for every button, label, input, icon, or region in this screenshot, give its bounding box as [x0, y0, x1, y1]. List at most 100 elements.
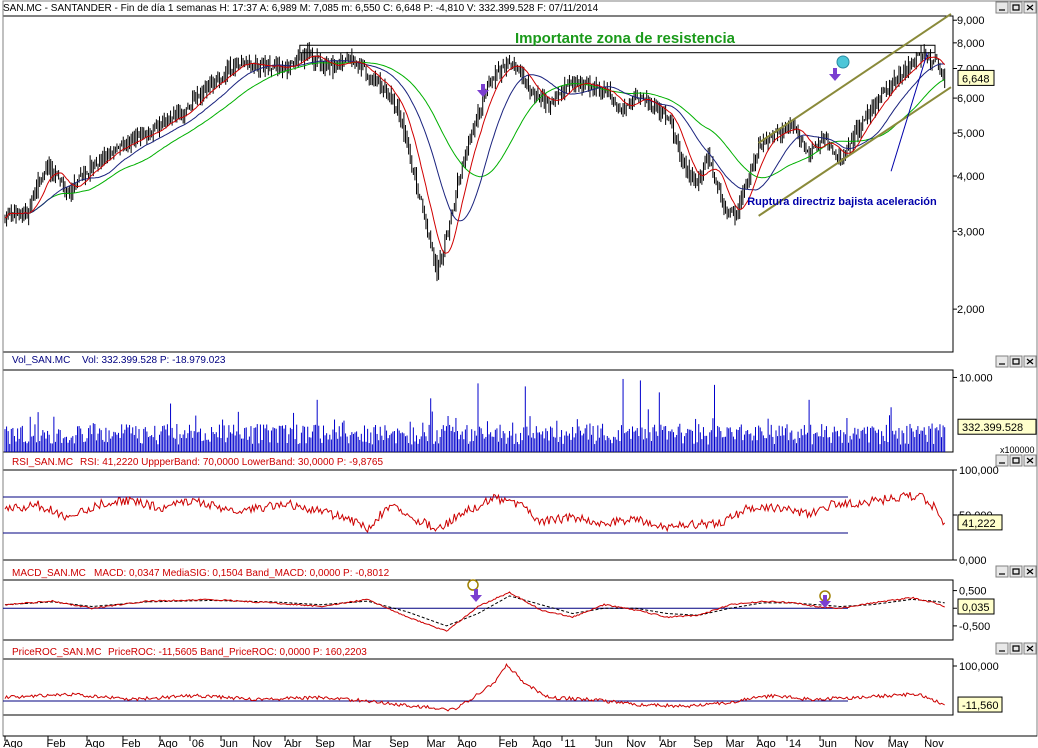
ma-fast-line [4, 55, 946, 254]
last-value-labels: 6,648 332.399.528 41,222 0,035 -11,560 [957, 69, 1037, 713]
close-icon[interactable] [1023, 565, 1037, 578]
x-axis-label: Ago [3, 738, 23, 748]
x-axis-label: Ago [756, 738, 776, 748]
minimize-icon-frame[interactable] [995, 565, 1009, 578]
ma-slow-line [4, 61, 945, 219]
minimize-icon[interactable] [995, 355, 1009, 368]
volume-bars [4, 378, 946, 452]
maximize-icon-frame[interactable] [1009, 1, 1023, 14]
volume-last-value-box [957, 418, 1037, 435]
x-axis-label: Mar [726, 738, 745, 748]
maximize-icon-glyph[interactable] [1012, 568, 1020, 575]
price-axis-label: 8,000 [957, 38, 985, 50]
x-axis-label: Abr [284, 738, 301, 748]
minimize-icon[interactable] [995, 454, 1009, 467]
price-axis-label: 5,000 [957, 128, 985, 140]
maximize-icon[interactable] [1009, 565, 1023, 578]
x-axis-label: Nov [924, 738, 944, 748]
price-axis-label: 9,000 [957, 15, 985, 27]
price-panel-header: SAN.MC - SANTANDER - Fin de día 1 semana… [3, 3, 599, 14]
close-icon[interactable] [1023, 1, 1037, 14]
x-axis-label: Mar [427, 738, 446, 748]
volume-axis-label: 10.000 [959, 372, 993, 384]
breakout-annotation: Ruptura directriz bajista aceleración [747, 196, 937, 208]
price-axis-label: 6,000 [957, 93, 985, 105]
minimize-icon-frame[interactable] [995, 355, 1009, 368]
macd-peak-circle [467, 579, 479, 591]
macd-panel-name: MACD_SAN.MC [12, 568, 86, 579]
x-axis-label: Nov [626, 738, 646, 748]
close-icon[interactable] [1023, 355, 1037, 368]
price-axis-label: 2,000 [957, 304, 985, 316]
minimize-icon[interactable] [995, 642, 1009, 655]
x-axis-label: Jun [220, 738, 238, 748]
panel-window-controls[interactable] [995, 1, 1037, 655]
price-axis-label: 4,000 [957, 171, 985, 183]
volume-panel-values: Vol: 332.399.528 P: -18.979.023 [82, 355, 226, 366]
x-axis-label: Sep [315, 738, 335, 748]
minimize-icon[interactable] [995, 1, 1009, 14]
maximize-icon-glyph[interactable] [1012, 358, 1020, 365]
close-icon-glyph[interactable] [1026, 4, 1034, 11]
close-icon-glyph[interactable] [1026, 568, 1034, 575]
macd-last-value-text: 0,035 [962, 602, 990, 614]
maximize-icon-glyph[interactable] [1012, 4, 1020, 11]
macd-last-value-box [957, 598, 995, 615]
maximize-icon-frame[interactable] [1009, 642, 1023, 655]
down-arrow-icon [819, 595, 831, 608]
maximize-icon[interactable] [1009, 642, 1023, 655]
close-icon[interactable] [1023, 642, 1037, 655]
x-axis-label: Ago [532, 738, 552, 748]
close-icon[interactable] [1023, 454, 1037, 467]
roc-last-value-box [957, 696, 1003, 713]
minimize-icon-frame[interactable] [995, 642, 1009, 655]
macd-panel: MACD_SAN.MC MACD: 0,0347 MediaSIG: 0,150… [3, 568, 945, 632]
x-axis-label: Ago [457, 738, 477, 748]
x-axis-label: Ago [158, 738, 178, 748]
close-icon-glyph[interactable] [1026, 457, 1034, 464]
maximize-icon-glyph[interactable] [1012, 645, 1020, 652]
roc-panel: PriceROC_SAN.MC PriceROC: -11,5605 Band_… [3, 647, 945, 712]
x-axis-label: 11 [564, 738, 575, 748]
rsi-axis-label: 100,000 [959, 465, 999, 477]
x-axis-label: Sep [389, 738, 409, 748]
down-arrow-icon [477, 84, 489, 97]
maximize-icon-glyph[interactable] [1012, 457, 1020, 464]
rsi-axis-label: 0,000 [959, 555, 987, 567]
resistance-zone [299, 44, 936, 54]
maximize-icon[interactable] [1009, 355, 1023, 368]
roc-last-value-text: -11,560 [962, 700, 999, 712]
price-panel: SAN.MC - SANTANDER - Fin de día 1 semana… [3, 3, 952, 282]
x-axis-label: May [888, 738, 909, 748]
x-axis-label: Ago [85, 738, 105, 748]
macd-line [4, 591, 945, 632]
minimize-icon[interactable] [995, 565, 1009, 578]
breakout-pointer-line [890, 52, 928, 172]
maximize-icon-frame[interactable] [1009, 454, 1023, 467]
x-axis-label: Jun [595, 738, 613, 748]
volume-panel: Vol_SAN.MC Vol: 332.399.528 P: -18.979.0… [4, 355, 946, 452]
minimize-icon-frame[interactable] [995, 454, 1009, 467]
maximize-icon[interactable] [1009, 1, 1023, 14]
roc-panel-values: PriceROC: -11,5605 Band_PriceROC: 0,0000… [108, 647, 367, 658]
maximize-icon-frame[interactable] [1009, 565, 1023, 578]
rsi-panel: RSI_SAN.MC RSI: 41,2220 UppperBand: 70,0… [3, 457, 946, 534]
channel-upper-line [758, 13, 952, 144]
minimize-icon-frame[interactable] [995, 1, 1009, 14]
maximize-icon[interactable] [1009, 454, 1023, 467]
close-icon-glyph[interactable] [1026, 358, 1034, 365]
rsi-line [4, 491, 946, 533]
rsi-panel-name: RSI_SAN.MC [12, 457, 73, 468]
roc-line [4, 662, 945, 712]
x-axis-label: Jun [819, 738, 837, 748]
volume-last-value-text: 332.399.528 [962, 422, 1023, 434]
x-axis-label: Abr [659, 738, 676, 748]
volume-panel-name: Vol_SAN.MC [12, 355, 70, 366]
maximize-icon-frame[interactable] [1009, 355, 1023, 368]
macd-signal-marks [467, 579, 831, 608]
close-icon-glyph[interactable] [1026, 645, 1034, 652]
price-last-value-text: 6,648 [962, 73, 990, 85]
x-axis-label: Feb [499, 738, 518, 748]
